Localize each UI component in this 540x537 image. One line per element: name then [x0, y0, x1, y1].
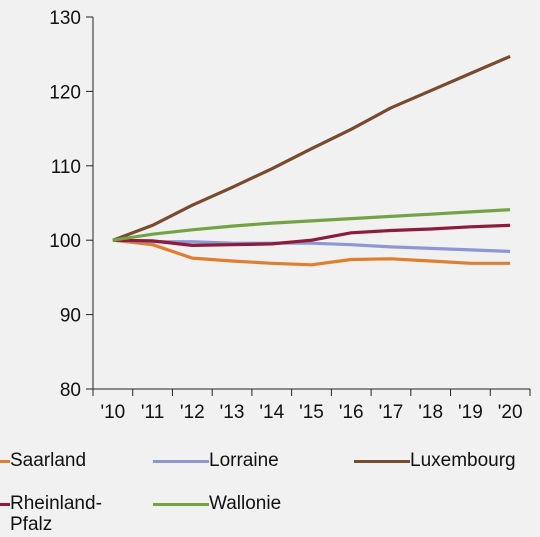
- legend-label-rheinland-pfalz: Rheinland- Pfalz: [10, 493, 102, 535]
- legend-item-luxembourg: Luxembourg: [354, 450, 516, 471]
- legend-label-rheinland-pfalz-line2: Pfalz: [10, 514, 53, 535]
- x-tick-label: '14: [259, 402, 284, 423]
- legend-label-luxembourg: Luxembourg: [410, 450, 516, 471]
- legend-label-saarland: Saarland: [10, 450, 87, 471]
- legend-item-rheinland-pfalz: Rheinland- Pfalz: [0, 493, 102, 535]
- legend-item-wallonie: Wallonie: [153, 493, 281, 514]
- x-tick-label: '16: [339, 402, 364, 423]
- legend-label-lorraine: Lorraine: [209, 450, 279, 471]
- x-tick-label: '11: [141, 402, 164, 423]
- tick-labels: 80 90 100 110 120 130 '10 '11 '12 '13 '14 '15 '16 '17…: [49, 8, 522, 423]
- legend-label-wallonie: Wallonie: [209, 493, 282, 514]
- series-line-lorraine: [112, 238, 511, 253]
- series-line-luxembourg: [112, 54, 511, 242]
- y-tick-label: 90: [60, 306, 81, 327]
- series-line-saarland: [112, 238, 511, 267]
- legend: Saarland Lorraine Luxembourg Rheinland- …: [0, 440, 540, 537]
- legend-item-lorraine: Lorraine: [153, 450, 279, 471]
- y-tick-label: 80: [60, 380, 81, 401]
- y-tick-label: 130: [49, 8, 81, 29]
- series-lines: [112, 54, 511, 267]
- series-line-wallonie: [112, 208, 511, 242]
- legend-item-saarland: Saarland: [0, 450, 86, 471]
- x-tick-label: '17: [379, 402, 404, 423]
- legend-swatch-luxembourg: [354, 460, 410, 463]
- legend-swatch-rheinland-pfalz: [0, 503, 10, 506]
- legend-swatch-lorraine: [153, 460, 209, 463]
- axes: [86, 16, 531, 396]
- line-chart: 80 90 100 110 120 130 '10 '11 '12 '13 '14 '15 '16 '17…: [49, 8, 531, 423]
- x-tick-label: '18: [418, 402, 443, 423]
- x-tick-label: '20: [498, 402, 523, 423]
- legend-label-rheinland-pfalz-line1: Rheinland-: [10, 493, 102, 514]
- y-tick-label: 120: [49, 82, 81, 103]
- series-line-rheinland-pfalz: [112, 223, 511, 247]
- x-tick-label: '13: [220, 402, 245, 423]
- x-tick-label: '15: [299, 402, 324, 423]
- legend-swatch-saarland: [0, 460, 10, 463]
- x-tick-label: '12: [180, 402, 205, 423]
- y-tick-label: 100: [49, 231, 81, 252]
- y-tick-label: 110: [51, 157, 81, 178]
- x-tick-label: '19: [458, 402, 483, 423]
- legend-swatch-wallonie: [153, 503, 209, 506]
- x-tick-label: '10: [100, 402, 125, 423]
